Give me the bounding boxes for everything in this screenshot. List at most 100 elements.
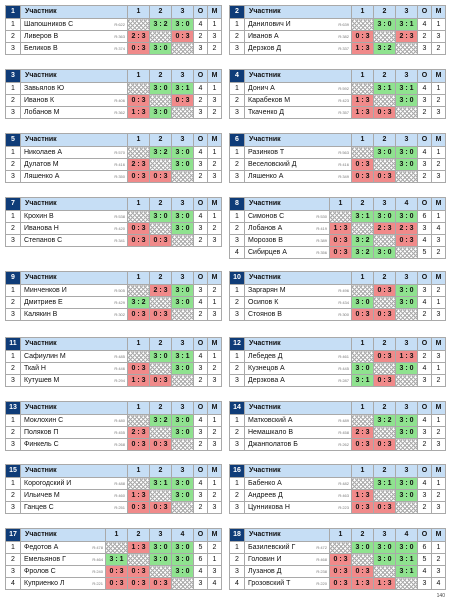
player-points: 3 (193, 362, 208, 375)
player-name: Беликов В (24, 45, 58, 52)
player-number: 3 (229, 106, 245, 119)
match-score: 3 : 0 (171, 565, 194, 578)
player-number: 1 (229, 18, 245, 31)
player-column-header: Участник (244, 464, 352, 478)
self-match-cell (373, 158, 396, 171)
player-place: 3 (207, 374, 222, 387)
group-number: 15 (5, 464, 21, 478)
player-name: Базилевский Г (248, 544, 296, 551)
player-points: 2 (193, 501, 208, 514)
opponent-column-header: 3 (395, 133, 418, 147)
match-score: 0 : 3 (351, 30, 374, 43)
player-rating: R:389 (316, 238, 327, 243)
match-score: 1 : 3 (127, 106, 150, 119)
player-cell: Иванов А R:382 (244, 30, 352, 43)
player-points: 4 (193, 414, 208, 427)
match-score: 0 : 3 (351, 308, 374, 321)
opponent-column-header: 3 (395, 271, 418, 285)
opponent-column-header: 2 (373, 271, 396, 285)
player-points: 4 (417, 296, 432, 309)
player-name: Лобанов А (248, 225, 283, 232)
player-number: 2 (229, 362, 245, 375)
place-column-header: М (431, 337, 446, 351)
opponent-column-header: 3 (171, 69, 194, 83)
player-cell: Беликов В R:374 (20, 42, 128, 55)
place-column-header: М (431, 5, 446, 19)
opponent-column-header: 1 (127, 69, 150, 83)
player-cell: Корогодский И R:488 (20, 477, 128, 490)
opponent-column-header: 3 (171, 337, 194, 351)
player-name: Матковский А (248, 417, 293, 424)
player-number: 1 (229, 477, 245, 490)
opponent-column-header: 1 (127, 401, 150, 415)
match-score: 0 : 3 (127, 170, 150, 183)
player-name: Ильичев М (24, 492, 60, 499)
opponent-column-header: 4 (395, 197, 418, 211)
match-score: 0 : 3 (329, 577, 352, 590)
points-column-header: О (417, 271, 432, 285)
player-cell: Дмитриев Е R:429 (20, 296, 128, 309)
group-header: 9 Участник 1 2 3 О М (5, 271, 222, 285)
player-rating: R:251 (114, 505, 125, 510)
player-rating: R:382 (338, 34, 349, 39)
player-cell: Иванова Н R:420 (20, 222, 128, 235)
player-points: 2 (193, 308, 208, 321)
player-name: Веселовский Д (248, 161, 297, 168)
self-match-cell (351, 82, 374, 95)
player-points: 2 (193, 234, 208, 247)
player-points: 3 (417, 577, 432, 590)
player-rating: R:287 (338, 378, 349, 383)
player-place: 1 (207, 414, 222, 427)
player-cell: Поляков П R:455 (20, 426, 128, 439)
player-cell: Данилович И R:639 (244, 18, 352, 31)
player-points: 2 (417, 106, 432, 119)
match-score: 3 : 0 (171, 18, 194, 31)
self-match-cell (395, 170, 418, 183)
match-score: 3 : 0 (351, 362, 374, 375)
player-cell: Ляшенко А R:350 (20, 170, 128, 183)
place-column-header: М (207, 69, 222, 83)
opponent-column-header: 2 (149, 464, 172, 478)
player-rating: R:478 (92, 545, 103, 550)
player-name: Николаев А (24, 149, 63, 156)
place-column-header: М (431, 464, 446, 478)
player-cell: Степанов С R:341 (20, 234, 128, 247)
match-score: 3 : 2 (373, 414, 396, 427)
player-number: 1 (5, 82, 21, 95)
match-score: 3 : 0 (351, 541, 374, 554)
player-cell: Базилевский Г R:472 (244, 541, 330, 554)
match-score: 3 : 0 (171, 541, 194, 554)
match-score: 3 : 0 (373, 541, 396, 554)
match-score: 3 : 1 (373, 82, 396, 95)
player-points: 6 (417, 541, 432, 554)
points-column-header: О (417, 528, 432, 542)
player-rating: R:268 (114, 442, 125, 447)
player-cell: Симонов С R:530 (244, 210, 330, 223)
player-place: 4 (431, 577, 446, 590)
player-rating: R:416 (338, 162, 349, 167)
player-place: 2 (207, 106, 222, 119)
player-cell: Калякин В R:302 (20, 308, 128, 321)
group-header: 18 Участник 1 2 3 4 О М (229, 528, 446, 542)
player-points: 4 (193, 565, 208, 578)
player-column-header: Участник (20, 401, 128, 415)
player-number: 2 (5, 426, 21, 439)
player-name: Стоянов В (248, 311, 282, 318)
player-points: 3 (417, 158, 432, 171)
self-match-cell (351, 146, 374, 159)
match-score: 0 : 3 (149, 501, 172, 514)
group-number: 13 (5, 401, 21, 415)
